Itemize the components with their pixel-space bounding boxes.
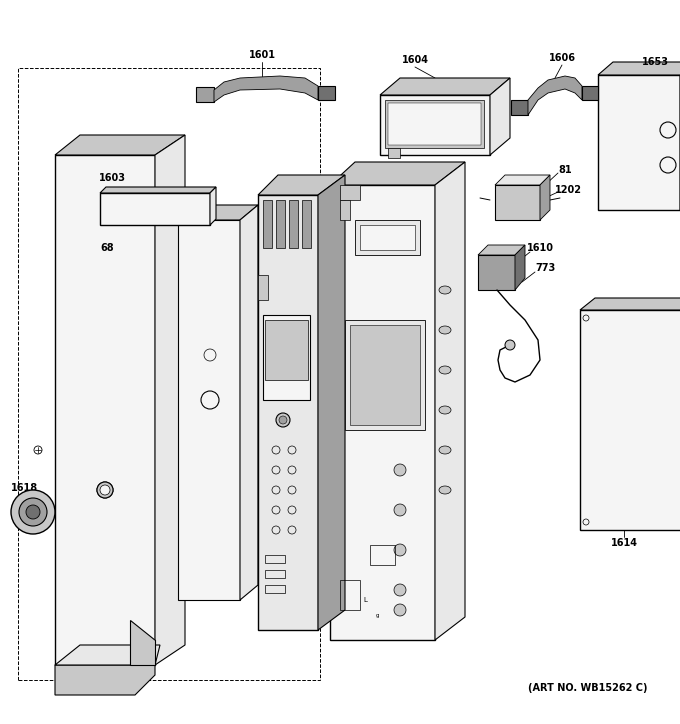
Text: g: g bbox=[376, 613, 379, 618]
Text: 1604: 1604 bbox=[401, 55, 428, 65]
Circle shape bbox=[97, 482, 113, 498]
Polygon shape bbox=[55, 135, 185, 155]
Circle shape bbox=[394, 504, 406, 516]
Polygon shape bbox=[55, 665, 155, 695]
Polygon shape bbox=[318, 86, 335, 100]
Polygon shape bbox=[265, 320, 308, 380]
Polygon shape bbox=[214, 76, 318, 102]
Polygon shape bbox=[330, 162, 465, 185]
Text: 1618: 1618 bbox=[12, 483, 39, 493]
Circle shape bbox=[100, 485, 110, 495]
Circle shape bbox=[276, 413, 290, 427]
Polygon shape bbox=[276, 200, 285, 248]
Polygon shape bbox=[350, 325, 420, 425]
Polygon shape bbox=[511, 100, 528, 115]
Polygon shape bbox=[55, 645, 160, 665]
Polygon shape bbox=[100, 193, 210, 225]
Circle shape bbox=[19, 498, 47, 526]
Polygon shape bbox=[100, 187, 216, 193]
Polygon shape bbox=[380, 95, 490, 155]
Polygon shape bbox=[582, 86, 598, 100]
Text: 1653: 1653 bbox=[641, 57, 668, 67]
Polygon shape bbox=[240, 205, 258, 600]
Circle shape bbox=[394, 604, 406, 616]
Circle shape bbox=[394, 584, 406, 596]
Circle shape bbox=[505, 340, 515, 350]
Polygon shape bbox=[478, 245, 525, 255]
Polygon shape bbox=[598, 62, 680, 75]
Polygon shape bbox=[495, 185, 540, 220]
Polygon shape bbox=[355, 220, 420, 255]
Polygon shape bbox=[388, 148, 400, 158]
Circle shape bbox=[97, 482, 113, 498]
Circle shape bbox=[279, 416, 287, 424]
Text: 1614: 1614 bbox=[611, 538, 638, 548]
Polygon shape bbox=[258, 275, 268, 300]
Polygon shape bbox=[360, 225, 415, 250]
Polygon shape bbox=[340, 200, 350, 220]
Polygon shape bbox=[55, 155, 155, 665]
Ellipse shape bbox=[439, 406, 451, 414]
Polygon shape bbox=[528, 76, 582, 115]
Polygon shape bbox=[155, 135, 185, 665]
Polygon shape bbox=[263, 315, 310, 400]
Circle shape bbox=[26, 505, 40, 519]
Polygon shape bbox=[178, 205, 258, 220]
Text: 773: 773 bbox=[535, 263, 555, 273]
Polygon shape bbox=[345, 320, 425, 430]
Text: 1601: 1601 bbox=[248, 50, 275, 60]
Polygon shape bbox=[478, 255, 515, 290]
Circle shape bbox=[394, 464, 406, 476]
Polygon shape bbox=[598, 75, 680, 210]
Polygon shape bbox=[540, 175, 550, 220]
Text: 68: 68 bbox=[100, 243, 114, 253]
Circle shape bbox=[11, 490, 55, 534]
Text: 1606: 1606 bbox=[549, 53, 575, 63]
Polygon shape bbox=[263, 200, 272, 248]
Polygon shape bbox=[210, 187, 216, 225]
Polygon shape bbox=[302, 200, 311, 248]
Text: 1202: 1202 bbox=[554, 185, 581, 195]
Polygon shape bbox=[318, 175, 345, 630]
Text: 1603: 1603 bbox=[99, 173, 126, 183]
Text: L: L bbox=[363, 597, 367, 603]
Polygon shape bbox=[289, 200, 298, 248]
Circle shape bbox=[394, 544, 406, 556]
Ellipse shape bbox=[439, 486, 451, 494]
Polygon shape bbox=[515, 245, 525, 290]
Polygon shape bbox=[178, 220, 240, 600]
Polygon shape bbox=[130, 620, 155, 665]
Polygon shape bbox=[258, 175, 345, 195]
Polygon shape bbox=[258, 195, 318, 630]
Text: 81: 81 bbox=[558, 165, 572, 175]
Polygon shape bbox=[388, 103, 481, 145]
Polygon shape bbox=[435, 162, 465, 640]
Polygon shape bbox=[196, 87, 214, 102]
Ellipse shape bbox=[439, 446, 451, 454]
Ellipse shape bbox=[439, 366, 451, 374]
Text: (ART NO. WB15262 C): (ART NO. WB15262 C) bbox=[528, 683, 648, 693]
Text: 1610: 1610 bbox=[526, 243, 554, 253]
Polygon shape bbox=[495, 175, 550, 185]
Ellipse shape bbox=[439, 286, 451, 294]
Ellipse shape bbox=[439, 326, 451, 334]
Polygon shape bbox=[340, 185, 360, 200]
Polygon shape bbox=[580, 298, 680, 310]
Polygon shape bbox=[330, 185, 435, 640]
Polygon shape bbox=[580, 310, 680, 530]
Polygon shape bbox=[385, 100, 484, 148]
Polygon shape bbox=[380, 78, 510, 95]
Polygon shape bbox=[490, 78, 510, 155]
